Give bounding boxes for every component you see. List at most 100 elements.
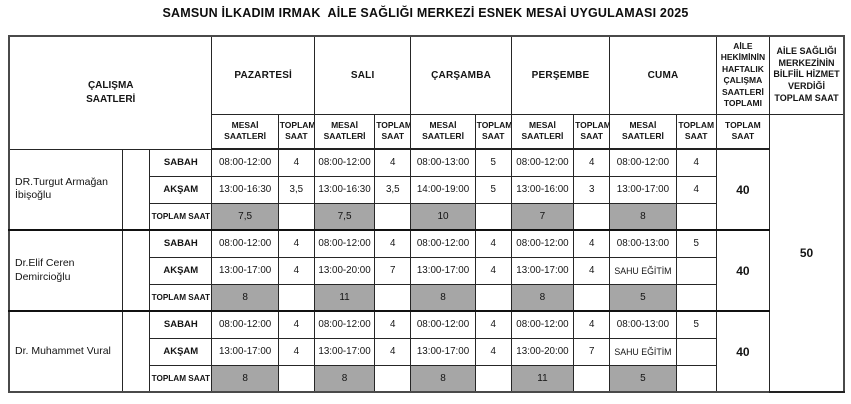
row-label-morning: SABAH — [149, 148, 213, 177]
cell-daily-total: 8 — [211, 364, 279, 393]
cell-hours: 3,5 — [374, 175, 412, 204]
subheader-mesai: MESAİ SAATLERİ — [510, 113, 575, 150]
cell-daily-total: 5 — [609, 283, 677, 312]
header-row-subcolumns: MESAİ SAATLERİ TOPLAM SAAT MESAİ SAATLER… — [9, 113, 845, 393]
empty-cell — [573, 283, 611, 312]
cell-daily-total: 10 — [410, 202, 476, 231]
doctor3-morning-row: Dr. Muhammet Vural SABAH 08:00-12:00 4 0… — [8, 310, 844, 393]
cell-daily-total: 5 — [609, 364, 677, 393]
day-header-cuma: CUMA — [609, 35, 717, 115]
weekly-total-value: 40 — [715, 229, 771, 312]
row-label-daily-total: TOPLAM SAAT — [149, 364, 213, 393]
weekly-total-header: AİLE HEKİMİNİN HAFTALIK ÇALIŞMA SAATLERİ… — [715, 35, 771, 115]
subheader-mesai: MESAİ SAATLERİ — [410, 113, 476, 150]
cell-hours: 4 — [277, 310, 315, 339]
cell-hours — [675, 256, 717, 285]
row-label-evening: AKŞAM — [149, 256, 213, 285]
subheader-weekly-toplam: TOPLAM SAAT — [715, 113, 771, 150]
subheader-toplam: TOPLAM SAAT — [573, 113, 611, 150]
cell-hours: 7 — [573, 337, 611, 366]
doctor3-total-row: TOPLAM SAAT 8 8 8 11 5 — [9, 364, 844, 393]
cell-time: 08:00-13:00 — [410, 148, 476, 177]
empty-cell — [474, 364, 512, 393]
cell-hours: 5 — [474, 175, 512, 204]
row-label-evening: AKŞAM — [149, 337, 213, 366]
cell-hours: 3 — [573, 175, 611, 204]
cell-time: 08:00-12:00 — [410, 229, 476, 258]
cell-hours: 3,5 — [277, 175, 315, 204]
cell-hours: 4 — [474, 256, 512, 285]
cell-hours: 5 — [675, 310, 717, 339]
doctor-name: Dr. Muhammet Vural — [8, 310, 124, 393]
cell-daily-total: 8 — [211, 283, 279, 312]
day-header-pazartesi: PAZARTESİ — [211, 35, 315, 115]
cell-hours: 4 — [573, 229, 611, 258]
row-label-daily-total: TOPLAM SAAT — [149, 283, 213, 312]
row-label-morning: SABAH — [149, 229, 213, 258]
subheader-mesai: MESAİ SAATLERİ — [211, 113, 279, 150]
cell-daily-total: 8 — [609, 202, 677, 231]
empty-cell — [474, 283, 512, 312]
cell-time: 08:00-13:00 — [609, 310, 677, 339]
grand-total-header: AİLE SAĞLIĞI MERKEZİNİN BİLFİİL HİZMET V… — [769, 35, 845, 115]
subheader-mesai: MESAİ SAATLERİ — [609, 113, 677, 150]
cell-hours: 4 — [474, 229, 512, 258]
row-label-evening: AKŞAM — [149, 175, 213, 204]
cell-hours: 7 — [374, 256, 412, 285]
cell-hours: 4 — [374, 337, 412, 366]
cell-daily-total: 8 — [410, 283, 476, 312]
cell-time: 13:00-17:00 — [410, 337, 476, 366]
cell-time: 08:00-12:00 — [609, 148, 677, 177]
cell-daily-total: 8 — [410, 364, 476, 393]
cell-time: 14:00-19:00 — [410, 175, 476, 204]
cell-time: 13:00-17:00 — [410, 256, 476, 285]
cell-daily-total: 7,5 — [313, 202, 376, 231]
cell-hours: 4 — [675, 148, 717, 177]
header-row-days: ÇALIŞMA SAATLERİ PAZARTESİ SALI ÇARŞAMBA… — [8, 35, 845, 150]
cell-training: SAHU EĞİTİM — [609, 337, 677, 366]
schedule-table: ÇALIŞMA SAATLERİ PAZARTESİ SALI ÇARŞAMBA… — [8, 35, 845, 393]
weekly-total-value: 40 — [715, 148, 771, 231]
empty-cell — [474, 202, 512, 231]
cell-time: 08:00-12:00 — [211, 310, 279, 339]
weekly-total-value: 40 — [715, 310, 771, 393]
cell-hours: 4 — [374, 148, 412, 177]
empty-cell — [277, 202, 315, 231]
cell-daily-total: 11 — [510, 364, 575, 393]
cell-hours: 4 — [573, 148, 611, 177]
cell-time: 08:00-12:00 — [510, 229, 575, 258]
cell-time: 13:00-17:00 — [609, 175, 677, 204]
corner-header: ÇALIŞMA SAATLERİ — [8, 35, 213, 150]
empty-cell — [675, 202, 717, 231]
empty-cell — [277, 364, 315, 393]
doctor-name: Dr.Elif Ceren Demircioğlu — [8, 229, 124, 312]
cell-time: 08:00-12:00 — [510, 148, 575, 177]
cell-daily-total: 7,5 — [211, 202, 279, 231]
doctor1-total-row: TOPLAM SAAT 7,5 7,5 10 7 8 — [9, 202, 844, 231]
doctor1-morning-row: DR.Turgut Armağan İbişoğlu SABAH 08:00-1… — [8, 148, 844, 231]
grand-total-value: 50 — [769, 113, 845, 393]
cell-training: SAHU EĞİTİM — [609, 256, 677, 285]
cell-time: 08:00-12:00 — [510, 310, 575, 339]
cell-hours: 4 — [277, 256, 315, 285]
cell-time: 08:00-13:00 — [609, 229, 677, 258]
cell-time: 13:00-17:00 — [211, 256, 279, 285]
cell-hours: 4 — [277, 148, 315, 177]
empty-cell — [374, 202, 412, 231]
cell-hours — [675, 337, 717, 366]
cell-time: 13:00-20:00 — [510, 337, 575, 366]
subheader-mesai: MESAİ SAATLERİ — [313, 113, 376, 150]
cell-hours: 4 — [474, 337, 512, 366]
cell-time: 13:00-17:00 — [211, 337, 279, 366]
day-header-persembe: PERŞEMBE — [510, 35, 611, 115]
cell-time: 13:00-17:00 — [510, 256, 575, 285]
empty-cell — [374, 283, 412, 312]
cell-time: 08:00-12:00 — [211, 229, 279, 258]
spacer-cell — [122, 229, 151, 312]
cell-time: 13:00-20:00 — [313, 256, 376, 285]
cell-time: 13:00-16:30 — [211, 175, 279, 204]
cell-time: 08:00-12:00 — [410, 310, 476, 339]
cell-time: 13:00-16:30 — [313, 175, 376, 204]
cell-time: 08:00-12:00 — [313, 148, 376, 177]
